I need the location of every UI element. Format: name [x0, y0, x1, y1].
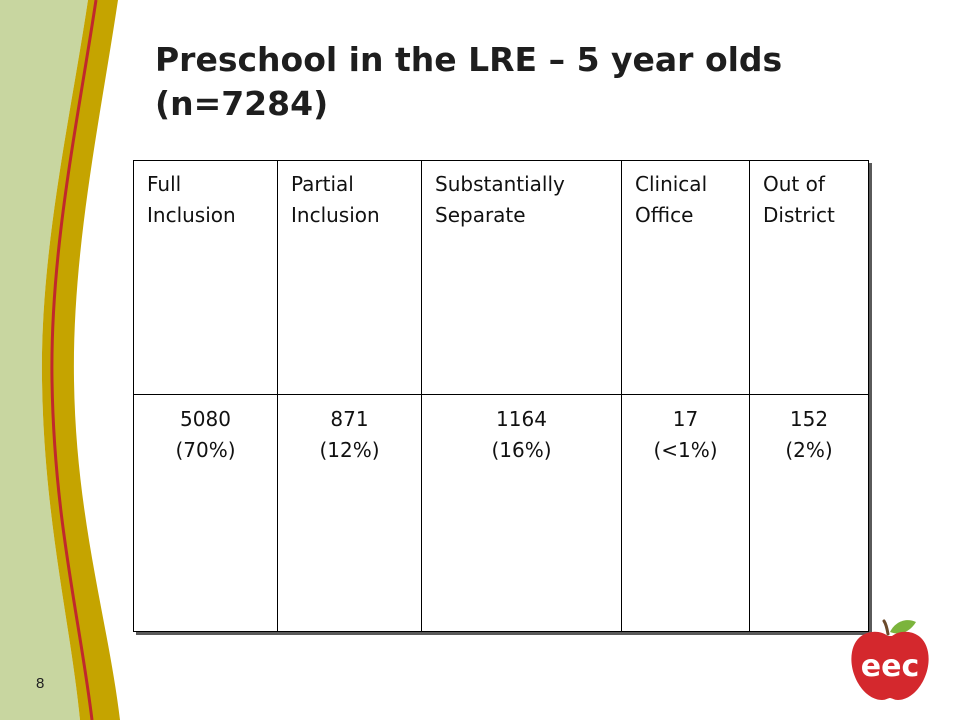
- count-value: 17: [672, 407, 699, 431]
- lre-table: Full Inclusion Partial Inclusion Substan…: [133, 160, 869, 632]
- percent-value: (2%): [785, 438, 833, 462]
- value-cell-partial-inclusion: 871 (12%): [277, 394, 422, 632]
- header-text: Inclusion: [147, 203, 236, 227]
- slide-title: Preschool in the LRE – 5 year olds (n=72…: [155, 38, 915, 126]
- value-cell-substantially-separate: 1164 (16%): [421, 394, 622, 632]
- percent-value: (16%): [491, 438, 552, 462]
- header-text: Partial: [291, 172, 354, 196]
- header-cell-full-inclusion: Full Inclusion: [133, 160, 278, 395]
- value-cell-out-of-district: 152 (2%): [749, 394, 869, 632]
- table-values-row: 5080 (70%) 871 (12%) 1164 (16%) 17 (<1%)…: [133, 394, 869, 632]
- apple-body-icon: [851, 631, 929, 700]
- percent-value: (70%): [175, 438, 236, 462]
- lre-table-container: Full Inclusion Partial Inclusion Substan…: [133, 160, 869, 632]
- slide-title-line-1: Preschool in the LRE – 5 year olds: [155, 40, 783, 79]
- eec-apple-logo: eec: [851, 619, 929, 700]
- header-cell-out-of-district: Out of District: [749, 160, 869, 395]
- slide-title-line-2: (n=7284): [155, 84, 329, 123]
- header-text: Inclusion: [291, 203, 380, 227]
- header-text: Out of: [763, 172, 825, 196]
- header-text: District: [763, 203, 835, 227]
- sidebar-gold-band: [41, 0, 120, 720]
- sidebar-green-panel: [0, 0, 88, 720]
- value-cell-full-inclusion: 5080 (70%): [133, 394, 278, 632]
- header-cell-clinical-office: Clinical Office: [621, 160, 750, 395]
- header-text: Clinical: [635, 172, 708, 196]
- decorative-sidebar: [0, 0, 120, 720]
- header-cell-substantially-separate: Substantially Separate: [421, 160, 622, 395]
- percent-value: (12%): [319, 438, 380, 462]
- header-text: Substantially: [435, 172, 565, 196]
- logo-text: eec: [861, 649, 919, 684]
- apple-leaf-icon: [890, 620, 916, 634]
- apple-stem-icon: [882, 619, 890, 636]
- header-text: Office: [635, 203, 694, 227]
- count-value: 871: [330, 407, 369, 431]
- table-header-row: Full Inclusion Partial Inclusion Substan…: [133, 160, 869, 395]
- sidebar-red-line: [50, 0, 98, 720]
- page-number: 8: [36, 675, 45, 692]
- count-value: 1164: [496, 407, 547, 431]
- percent-value: (<1%): [653, 438, 718, 462]
- count-value: 152: [789, 407, 829, 431]
- header-cell-partial-inclusion: Partial Inclusion: [277, 160, 422, 395]
- header-text: Full: [147, 172, 182, 196]
- value-cell-clinical-office: 17 (<1%): [621, 394, 750, 632]
- header-text: Separate: [435, 203, 526, 227]
- count-value: 5080: [180, 407, 231, 431]
